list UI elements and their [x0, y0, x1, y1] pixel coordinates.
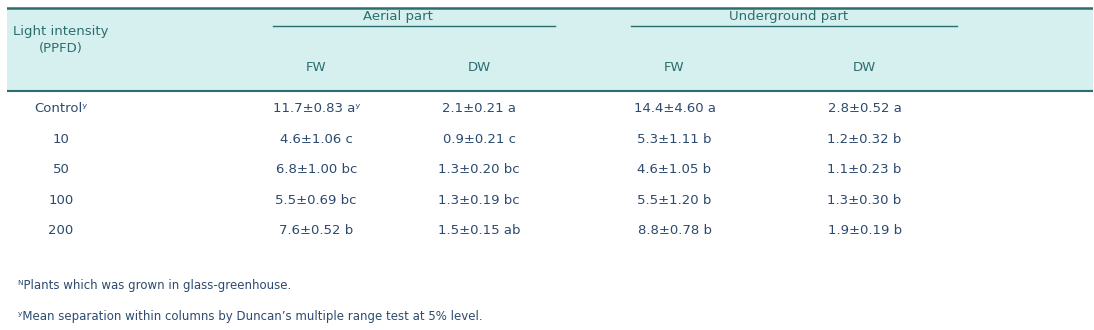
Text: 14.4±4.60 a: 14.4±4.60 a [633, 102, 715, 115]
Text: 1.3±0.30 b: 1.3±0.30 b [827, 194, 901, 207]
Text: 8.8±0.78 b: 8.8±0.78 b [638, 224, 711, 238]
Text: 7.6±0.52 b: 7.6±0.52 b [279, 224, 353, 238]
Text: 1.3±0.19 bc: 1.3±0.19 bc [439, 194, 520, 207]
Text: 5.3±1.11 b: 5.3±1.11 b [638, 133, 712, 146]
Text: 1.9±0.19 b: 1.9±0.19 b [827, 224, 901, 238]
Text: 5.5±0.69 bc: 5.5±0.69 bc [276, 194, 357, 207]
Text: 2.1±0.21 a: 2.1±0.21 a [442, 102, 516, 115]
Text: ᴺPlants which was grown in glass-greenhouse.: ᴺPlants which was grown in glass-greenho… [18, 279, 291, 292]
Text: Light intensity
(PPFD): Light intensity (PPFD) [13, 25, 108, 55]
FancyBboxPatch shape [7, 9, 1093, 91]
Text: 1.5±0.15 ab: 1.5±0.15 ab [438, 224, 521, 238]
Text: 2.8±0.52 a: 2.8±0.52 a [828, 102, 901, 115]
Text: Controlʸ: Controlʸ [35, 102, 88, 115]
Text: 11.7±0.83 aʸ: 11.7±0.83 aʸ [272, 102, 360, 115]
Text: 200: 200 [48, 224, 73, 238]
Text: 4.6±1.05 b: 4.6±1.05 b [638, 163, 711, 176]
Text: 0.9±0.21 c: 0.9±0.21 c [443, 133, 515, 146]
Text: 6.8±1.00 bc: 6.8±1.00 bc [276, 163, 357, 176]
Text: 1.1±0.23 b: 1.1±0.23 b [827, 163, 901, 176]
Text: FW: FW [664, 61, 685, 74]
Text: 1.2±0.32 b: 1.2±0.32 b [827, 133, 901, 146]
Text: Underground part: Underground part [729, 10, 848, 23]
Text: 100: 100 [48, 194, 73, 207]
Text: DW: DW [467, 61, 491, 74]
Text: 5.5±1.20 b: 5.5±1.20 b [638, 194, 712, 207]
Text: FW: FW [306, 61, 326, 74]
Text: DW: DW [853, 61, 876, 74]
Text: ʸMean separation within columns by Duncan’s multiple range test at 5% level.: ʸMean separation within columns by Dunca… [18, 310, 482, 323]
Text: Aerial part: Aerial part [363, 10, 432, 23]
Text: 50: 50 [53, 163, 70, 176]
Text: 10: 10 [53, 133, 70, 146]
Text: 4.6±1.06 c: 4.6±1.06 c [280, 133, 352, 146]
Text: 1.3±0.20 bc: 1.3±0.20 bc [439, 163, 520, 176]
